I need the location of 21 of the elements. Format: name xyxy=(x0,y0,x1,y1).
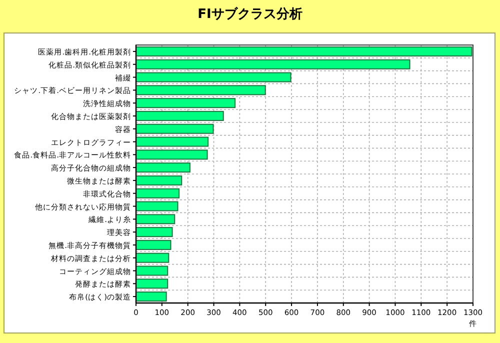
bar xyxy=(136,85,266,96)
bar xyxy=(136,59,410,70)
bar xyxy=(136,188,180,198)
bar xyxy=(136,46,472,56)
bar xyxy=(136,278,168,289)
bar xyxy=(136,227,173,238)
bar xyxy=(136,240,172,250)
bar xyxy=(136,162,190,173)
bar xyxy=(136,110,224,121)
bar xyxy=(136,266,168,276)
bar xyxy=(136,292,167,302)
bar xyxy=(136,175,182,186)
bar xyxy=(136,72,292,82)
bar xyxy=(136,150,208,160)
bar xyxy=(136,214,176,224)
bar xyxy=(136,124,214,134)
bar xyxy=(136,201,178,212)
chart-title: FIサブクラス分析 xyxy=(198,6,302,22)
bar xyxy=(136,252,170,263)
bar xyxy=(136,98,236,108)
bar xyxy=(136,136,209,147)
